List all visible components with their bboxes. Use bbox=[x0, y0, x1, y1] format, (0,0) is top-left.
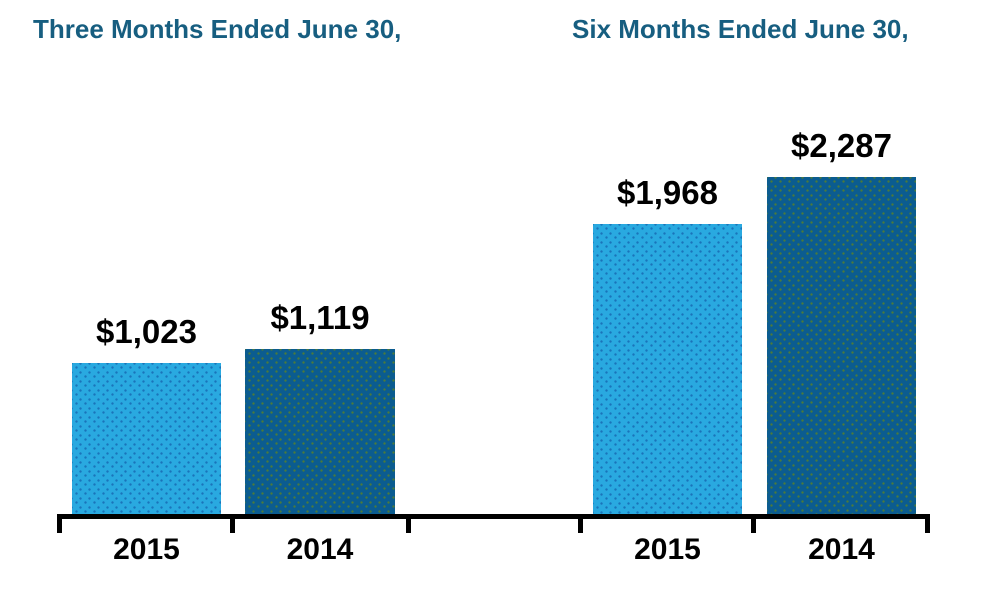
x-axis-label-2014-six-months: 2014 bbox=[808, 533, 875, 566]
x-axis-tick bbox=[578, 514, 583, 533]
bar-2015-three-months bbox=[72, 363, 221, 514]
bar-column-2015-six-months: $1,968 bbox=[593, 176, 742, 514]
x-axis-tick bbox=[230, 514, 235, 533]
bar-2014-six-months bbox=[767, 177, 916, 514]
bar-column-2015-three-months: $1,023 bbox=[72, 315, 221, 514]
x-axis-tick bbox=[751, 514, 756, 533]
x-axis-tick bbox=[406, 514, 411, 533]
x-axis-tick bbox=[57, 514, 62, 533]
bar-column-2014-three-months: $1,119 bbox=[245, 301, 395, 514]
bar-2015-six-months bbox=[593, 224, 742, 514]
x-axis-label-2014-three-months: 2014 bbox=[286, 533, 354, 566]
group-header-three-months: Three Months Ended June 30, bbox=[33, 14, 402, 44]
x-axis-line bbox=[57, 514, 930, 519]
x-axis-tick bbox=[925, 514, 930, 533]
bar-value-label: $1,119 bbox=[270, 299, 370, 337]
group-header-six-months: Six Months Ended June 30, bbox=[572, 14, 909, 44]
bar-value-label: $1,968 bbox=[617, 174, 718, 212]
bar-column-2014-six-months: $2,287 bbox=[767, 129, 916, 514]
bar-value-label: $1,023 bbox=[96, 313, 197, 351]
bar-2014-three-months bbox=[245, 349, 395, 514]
x-axis-label-2015-six-months: 2015 bbox=[634, 533, 701, 566]
x-axis-label-2015-three-months: 2015 bbox=[113, 533, 180, 566]
bar-value-label: $2,287 bbox=[791, 127, 892, 165]
